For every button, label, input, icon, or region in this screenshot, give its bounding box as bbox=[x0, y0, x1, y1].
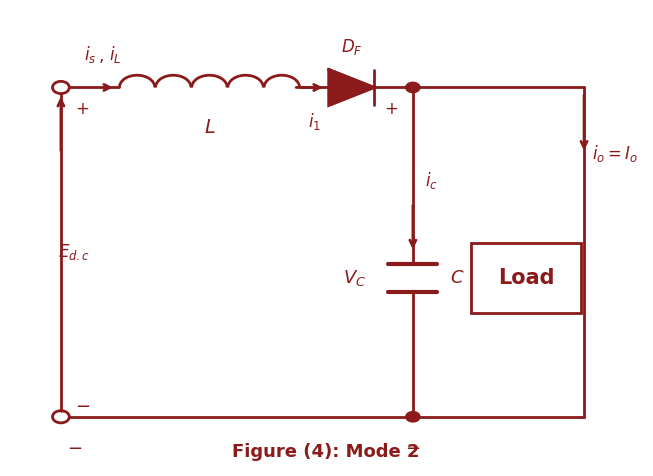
Text: $+$: $+$ bbox=[384, 99, 398, 118]
Text: $i_o = I_o$: $i_o = I_o$ bbox=[592, 143, 638, 164]
Text: $i_s$: $i_s$ bbox=[84, 44, 97, 65]
Text: $D_F$: $D_F$ bbox=[341, 37, 362, 57]
Text: $-$: $-$ bbox=[406, 438, 421, 456]
Text: $+$: $+$ bbox=[75, 99, 89, 118]
Text: ,: , bbox=[99, 47, 104, 65]
Circle shape bbox=[406, 82, 420, 93]
Text: $i_L$: $i_L$ bbox=[109, 44, 121, 65]
Text: $-$: $-$ bbox=[67, 438, 82, 456]
Text: Load: Load bbox=[498, 268, 554, 288]
Polygon shape bbox=[329, 69, 374, 105]
Text: $E_{d.c}$: $E_{d.c}$ bbox=[57, 242, 89, 262]
FancyBboxPatch shape bbox=[471, 243, 581, 313]
Text: $L$: $L$ bbox=[204, 118, 215, 137]
Text: $-$: $-$ bbox=[75, 396, 90, 414]
Text: $C$: $C$ bbox=[449, 269, 464, 287]
Text: $V_C$: $V_C$ bbox=[343, 268, 366, 288]
Text: $i_c$: $i_c$ bbox=[424, 170, 438, 191]
Circle shape bbox=[406, 412, 420, 422]
Text: Figure (4): Mode 2: Figure (4): Mode 2 bbox=[232, 444, 419, 461]
Text: $i_1$: $i_1$ bbox=[308, 111, 321, 132]
